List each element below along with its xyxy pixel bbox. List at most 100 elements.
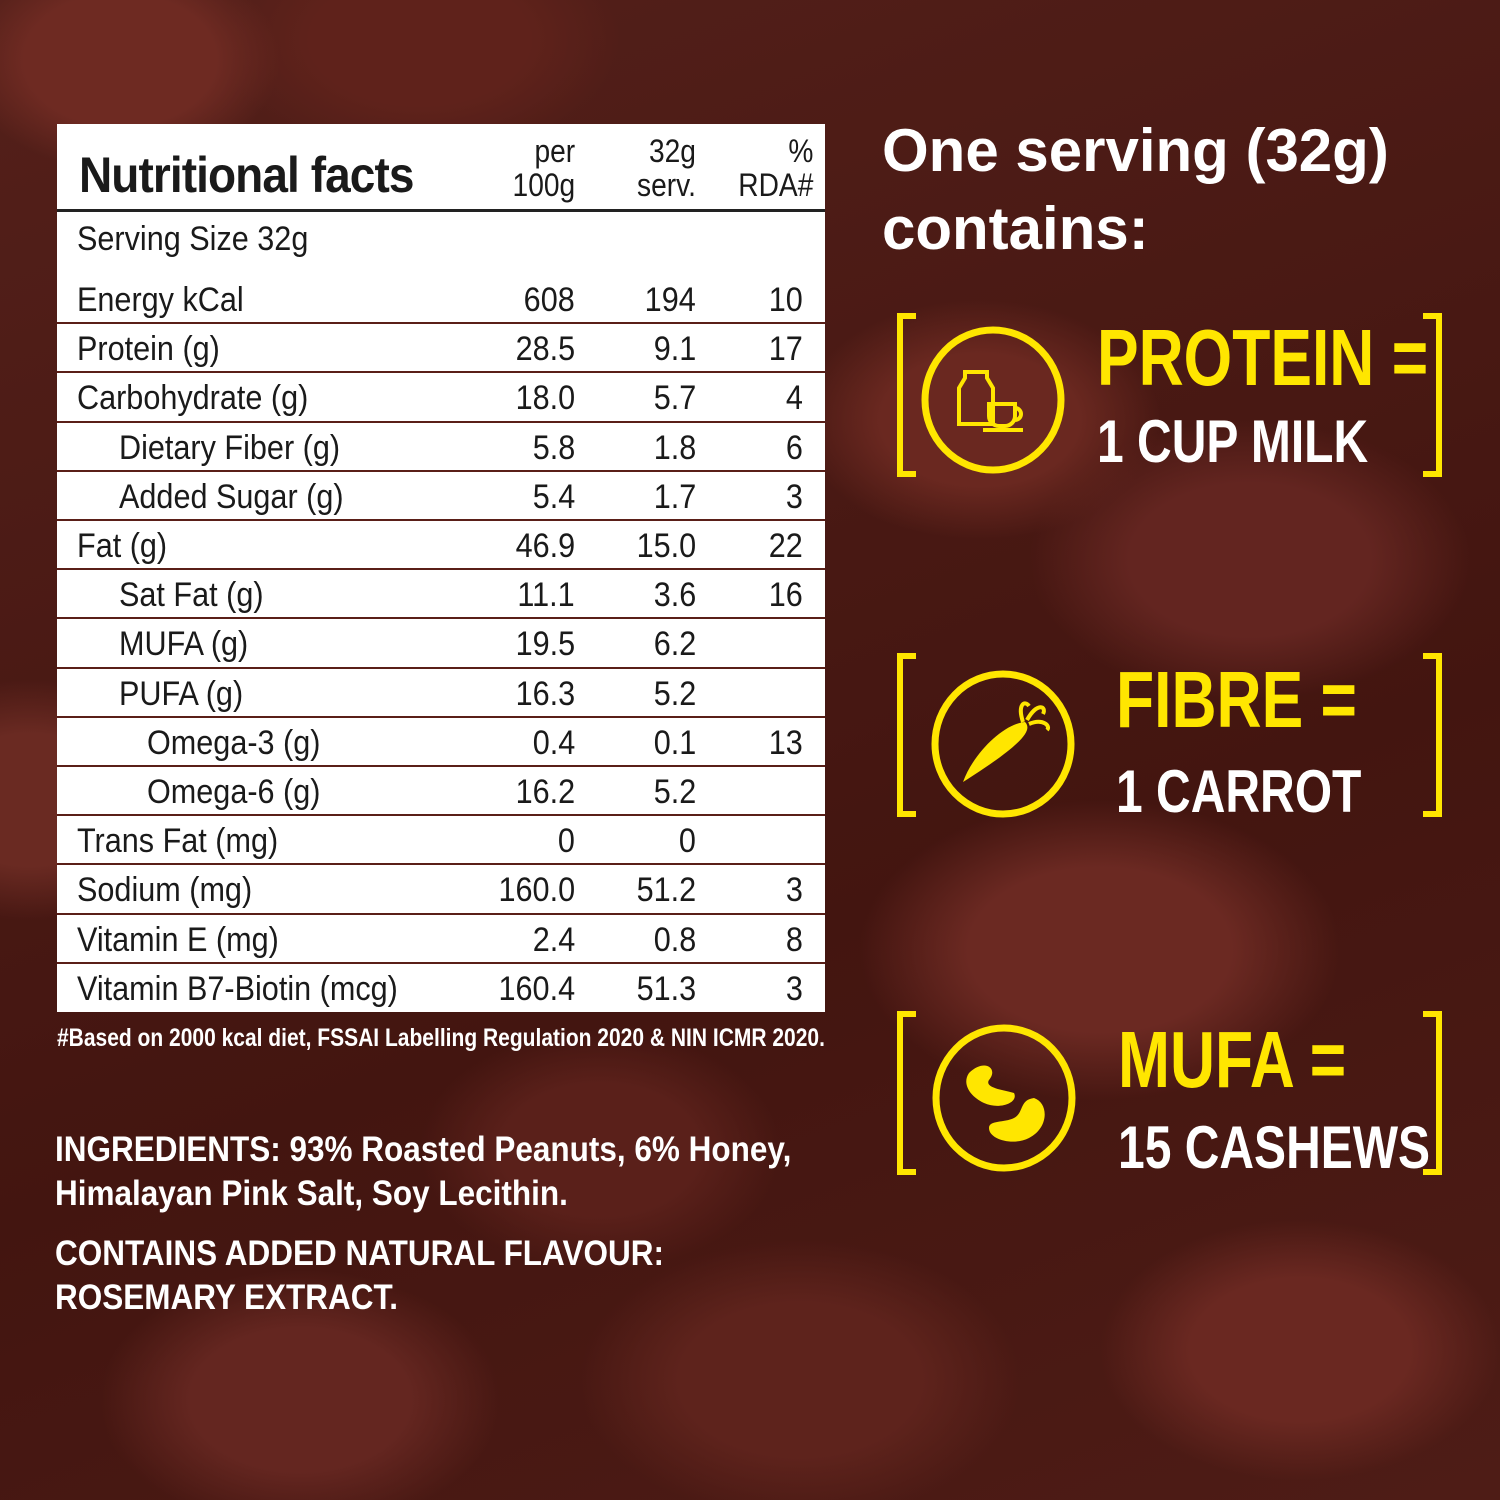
value-per-serving: 5.7 bbox=[653, 379, 696, 418]
bracket-frame bbox=[897, 653, 1442, 818]
nutrient-label: Energy kCal bbox=[77, 281, 244, 319]
milk-cup-icon bbox=[921, 326, 1065, 474]
nutrient-label: MUFA (g) bbox=[119, 625, 249, 664]
nutrient-label: MUFA = bbox=[1118, 1015, 1347, 1104]
table-row: Fat (g) 46.9 15.0 22 bbox=[57, 521, 825, 571]
value-rda: 16 bbox=[768, 576, 803, 615]
value-rda: 10 bbox=[768, 281, 803, 319]
comparison-3: MUFA = 15 CASHEWS bbox=[892, 1010, 1447, 1180]
table-row: Carbohydrate (g) 18.0 5.7 4 bbox=[57, 373, 825, 423]
table-row: Trans Fat (mg) 0 0 bbox=[57, 816, 825, 866]
table-row: MUFA (g) 19.5 6.2 bbox=[57, 619, 825, 669]
nutrient-label: Omega-6 (g) bbox=[147, 773, 321, 811]
value-per-serving: 5.2 bbox=[653, 773, 696, 811]
table-row: Protein (g) 28.5 9.1 17 bbox=[57, 324, 825, 374]
value-per-serving: 1.7 bbox=[653, 477, 696, 516]
value-per-100g: 11.1 bbox=[517, 576, 575, 615]
equivalent-label: 1 CARROT bbox=[1116, 758, 1362, 825]
value-per-serving: 5.2 bbox=[653, 674, 696, 713]
value-per-serving: 15.0 bbox=[636, 527, 696, 565]
cashew-icon bbox=[932, 1024, 1076, 1172]
col-per-100g: per 100g bbox=[512, 134, 575, 202]
value-per-100g: 5.4 bbox=[532, 477, 575, 516]
col-line: 100g bbox=[512, 167, 575, 203]
col-line: 32g bbox=[649, 133, 696, 169]
carrot-icon bbox=[931, 670, 1075, 818]
value-rda: 6 bbox=[785, 428, 803, 467]
equivalent-label: 15 CASHEWS bbox=[1118, 1114, 1431, 1181]
table-row: Vitamin B7-Biotin (mcg) 160.4 51.3 3 bbox=[57, 964, 825, 1013]
value-per-100g: 608 bbox=[523, 281, 575, 319]
table-row: Added Sugar (g) 5.4 1.7 3 bbox=[57, 472, 825, 521]
value-per-serving: 1.8 bbox=[653, 428, 696, 467]
value-per-serving: 0.8 bbox=[653, 920, 696, 959]
value-per-100g: 28.5 bbox=[515, 330, 575, 369]
table-row: Vitamin E (mg) 2.4 0.8 8 bbox=[57, 915, 825, 964]
table-title: Nutritional facts bbox=[79, 147, 414, 203]
col-serving: 32g serv. bbox=[637, 134, 696, 202]
bracket-frame bbox=[897, 1011, 1442, 1175]
nutrient-label: Carbohydrate (g) bbox=[77, 379, 309, 418]
ingredients-line: Himalayan Pink Salt, Soy Lecithin. bbox=[55, 1174, 568, 1213]
value-rda: 3 bbox=[785, 969, 803, 1008]
flavour-line: CONTAINS ADDED NATURAL FLAVOUR: bbox=[55, 1234, 664, 1273]
col-rda: % RDA# bbox=[738, 134, 813, 202]
value-per-100g: 0.4 bbox=[532, 723, 575, 762]
value-rda: 17 bbox=[768, 330, 803, 369]
value-rda: 8 bbox=[785, 920, 803, 959]
value-per-serving: 51.2 bbox=[636, 871, 696, 910]
table-row: Dietary Fiber (g) 5.8 1.8 6 bbox=[57, 423, 825, 472]
value-rda: 4 bbox=[785, 379, 803, 418]
headline-line: One serving (32g) bbox=[882, 117, 1389, 184]
nutrient-label: Added Sugar (g) bbox=[119, 477, 344, 516]
table-row: PUFA (g) 16.3 5.2 bbox=[57, 669, 825, 718]
value-rda: 3 bbox=[785, 477, 803, 516]
value-per-serving: 3.6 bbox=[653, 576, 696, 615]
flavour-line: ROSEMARY EXTRACT. bbox=[55, 1278, 399, 1317]
col-line: RDA# bbox=[737, 167, 813, 203]
value-per-100g: 46.9 bbox=[515, 527, 575, 565]
col-line: % bbox=[787, 133, 813, 169]
value-rda: 22 bbox=[768, 527, 803, 565]
nutrient-label: FIBRE = bbox=[1116, 655, 1357, 744]
value-per-100g: 160.4 bbox=[498, 969, 575, 1008]
value-per-100g: 16.2 bbox=[515, 773, 575, 811]
equivalent-label: 1 CUP MILK bbox=[1097, 408, 1369, 475]
nutrient-label: Vitamin E (mg) bbox=[77, 920, 279, 959]
table-row: Sat Fat (g) 11.1 3.6 16 bbox=[57, 570, 825, 620]
value-per-serving: 194 bbox=[644, 281, 696, 319]
table-row: Omega-3 (g) 0.4 0.1 13 bbox=[57, 718, 825, 767]
nutrient-label: Trans Fat (mg) bbox=[77, 822, 279, 861]
nutrient-label: Sodium (mg) bbox=[77, 871, 253, 910]
value-per-100g: 2.4 bbox=[532, 920, 575, 959]
nutrient-label: Dietary Fiber (g) bbox=[119, 428, 341, 467]
value-per-serving: 0 bbox=[678, 822, 696, 861]
ingredients-line: INGREDIENTS: 93% Roasted Peanuts, 6% Hon… bbox=[55, 1130, 792, 1169]
col-line: per bbox=[534, 133, 575, 169]
value-per-serving: 9.1 bbox=[653, 330, 696, 369]
table-row: Omega-6 (g) 16.2 5.2 bbox=[57, 767, 825, 817]
value-per-100g: 18.0 bbox=[515, 379, 575, 418]
headline: One serving (32g) contains: bbox=[882, 112, 1389, 268]
value-per-serving: 0.1 bbox=[653, 723, 696, 762]
nutrient-label: Fat (g) bbox=[77, 527, 168, 565]
nutrient-label: Vitamin B7-Biotin (mcg) bbox=[77, 969, 398, 1008]
value-per-100g: 160.0 bbox=[498, 871, 575, 910]
nutrient-label: Omega-3 (g) bbox=[147, 723, 321, 762]
value-rda: 3 bbox=[785, 871, 803, 910]
value-per-serving: 51.3 bbox=[636, 969, 696, 1008]
nutrient-label: Sat Fat (g) bbox=[119, 576, 264, 615]
nutrient-label: Protein (g) bbox=[77, 330, 220, 369]
headline-line: contains: bbox=[882, 195, 1149, 262]
nutrient-label: PUFA (g) bbox=[119, 674, 244, 713]
comparison-2: FIBRE = 1 CARROT bbox=[892, 652, 1447, 822]
col-line: serv. bbox=[637, 167, 696, 203]
nutrition-facts-table: Nutritional facts per 100g 32g serv. % RDA#… bbox=[57, 124, 825, 1012]
bracket-frame bbox=[897, 313, 1442, 477]
table-row: Sodium (mg) 160.0 51.2 3 bbox=[57, 865, 825, 915]
table-row: Energy kCal 608 194 10 bbox=[57, 275, 825, 325]
nutrient-label: PROTEIN = bbox=[1097, 313, 1429, 402]
comparison-1: PROTEIN = 1 CUP MILK bbox=[892, 312, 1447, 482]
value-per-100g: 19.5 bbox=[515, 625, 575, 664]
serving-size: Serving Size 32g bbox=[77, 220, 309, 258]
